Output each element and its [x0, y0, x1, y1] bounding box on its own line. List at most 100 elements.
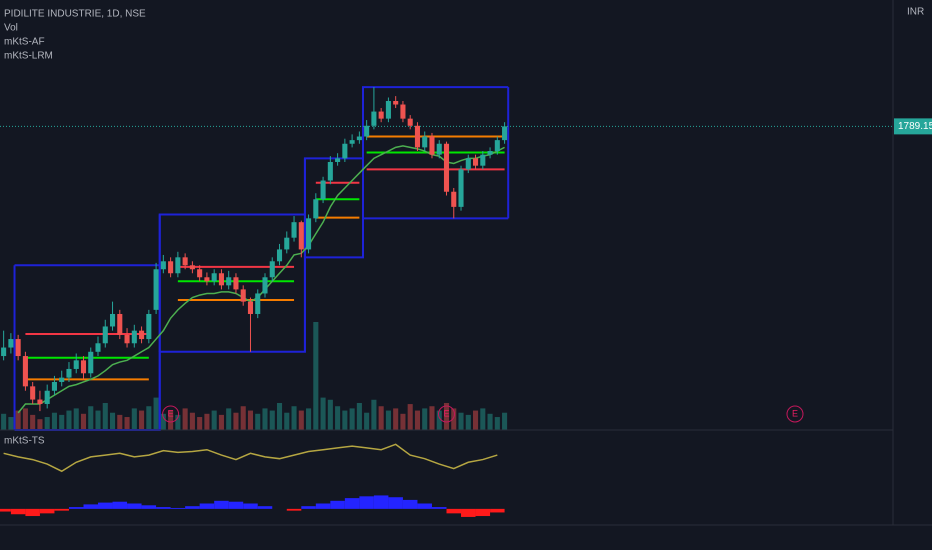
- candle-body: [117, 313, 123, 335]
- histogram-bar: [10, 508, 26, 515]
- volume-bar: [422, 408, 428, 430]
- volume-bar: [73, 408, 79, 430]
- volume-bar: [378, 406, 384, 430]
- candle-body: [175, 257, 181, 274]
- earnings-label: E: [168, 408, 174, 418]
- candle-body: [80, 360, 87, 374]
- volume-bar: [364, 412, 370, 430]
- candle-body: [422, 136, 428, 148]
- earnings-label: E: [792, 408, 798, 418]
- histogram-bar: [344, 498, 360, 509]
- volume-bar: [327, 399, 333, 430]
- candle-body: [30, 386, 36, 400]
- histogram-bar: [54, 508, 69, 511]
- candle-body: [356, 136, 362, 141]
- candle-body: [429, 136, 435, 155]
- volume-bar: [197, 417, 203, 430]
- volume-bar: [276, 403, 283, 430]
- histogram-bar: [446, 508, 462, 514]
- candle-body: [8, 339, 14, 348]
- volume-bar: [240, 406, 246, 430]
- volume-bar: [342, 410, 348, 430]
- candle-body: [255, 293, 261, 314]
- volume-bar: [407, 404, 413, 430]
- candle-body: [298, 222, 304, 250]
- last-price-label: 1789.15: [898, 121, 932, 132]
- volume-bar: [88, 406, 94, 430]
- candle-body: [320, 180, 326, 200]
- volume-bar: [15, 410, 21, 430]
- axes: 1789.15: [894, 118, 932, 135]
- candle-body: [160, 261, 166, 270]
- volume-bar: [182, 408, 188, 430]
- candle-body: [146, 313, 152, 340]
- histogram-bar: [39, 508, 55, 514]
- histogram-bar: [330, 500, 345, 509]
- volume-bar: [262, 408, 268, 430]
- volume-bar: [8, 417, 14, 430]
- candle-body: [131, 330, 137, 344]
- histogram-bar: [228, 501, 244, 509]
- histogram-bar: [214, 500, 229, 509]
- volume-bar: [298, 410, 304, 430]
- volume-bar: [124, 417, 130, 430]
- candle-body: [494, 140, 500, 152]
- oscillator-label: mKtS-TS: [4, 436, 45, 447]
- candle-body: [342, 143, 348, 159]
- volume-bar: [66, 410, 72, 430]
- histogram-bar: [359, 496, 374, 509]
- volume-bar: [37, 419, 43, 430]
- candle-body: [233, 277, 239, 290]
- candle-body: [306, 218, 312, 250]
- volume-bar: [139, 410, 145, 430]
- candle-body: [443, 143, 450, 192]
- histogram-bar: [431, 507, 447, 509]
- candle-body: [465, 158, 471, 170]
- histogram-bar: [475, 508, 491, 517]
- earnings-label: E: [443, 408, 449, 418]
- candle-body: [480, 154, 486, 166]
- histogram-bar: [156, 507, 171, 509]
- volume-bar: [465, 414, 471, 430]
- histogram-bar: [373, 495, 389, 509]
- indicator-label: mKtS-LRM: [4, 51, 53, 62]
- volume-bar: [160, 413, 166, 430]
- volume-bar: [291, 406, 297, 430]
- volume-bar: [385, 410, 391, 430]
- histogram-bar: [185, 506, 200, 509]
- candle-body: [247, 301, 254, 314]
- volume-bar: [59, 414, 65, 430]
- volume-bar: [313, 322, 319, 430]
- candle-body: [44, 390, 50, 404]
- volume-bar: [335, 406, 341, 430]
- candle-body: [102, 326, 108, 344]
- histogram-bar: [127, 503, 142, 509]
- volume-bar: [189, 412, 195, 430]
- earnings-marker: [162, 405, 180, 423]
- candle-body: [211, 273, 217, 282]
- volume-bar: [320, 397, 326, 430]
- volume-bar: [436, 410, 442, 430]
- volume-bar: [502, 412, 508, 430]
- candle-body: [451, 191, 457, 207]
- volume-bar: [414, 410, 421, 430]
- histogram-bar: [301, 506, 316, 509]
- candle-body: [335, 158, 341, 162]
- volume-bar: [226, 408, 232, 430]
- histogram-bar: [0, 508, 11, 512]
- volume-bar: [131, 408, 137, 430]
- candle-body: [327, 161, 333, 181]
- volume-bar: [451, 408, 457, 430]
- candle-body: [15, 339, 21, 357]
- histogram-bar: [257, 506, 273, 509]
- candle-body: [182, 257, 188, 266]
- volume-bar: [349, 408, 355, 430]
- volume-bar: [146, 406, 152, 430]
- histogram-bar: [402, 499, 418, 509]
- volume-bar: [443, 403, 450, 430]
- candle-body: [168, 261, 174, 274]
- oscillator-line: [3, 443, 498, 473]
- candle-body: [218, 273, 224, 286]
- histogram-bar: [243, 503, 258, 509]
- candle-body: [51, 381, 57, 391]
